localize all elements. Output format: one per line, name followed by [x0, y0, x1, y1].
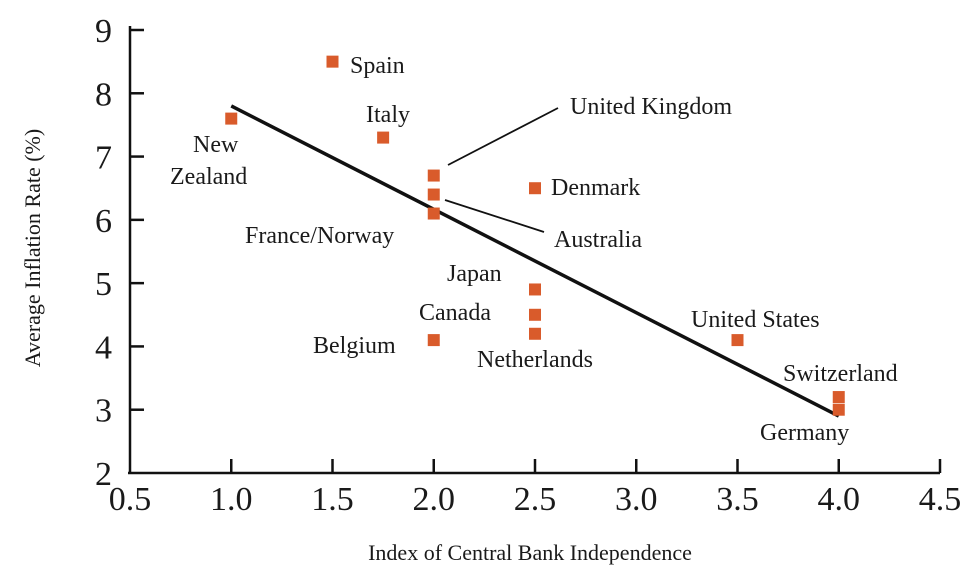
label-germany: Germany [760, 420, 849, 446]
label-netherlands: Netherlands [477, 347, 593, 373]
axis-ticks [130, 28, 942, 473]
x-tick-label: 1.0 [210, 481, 253, 518]
label-denmark: Denmark [551, 175, 640, 201]
x-tick-label: 4.0 [818, 481, 861, 518]
label-new-zealand-line2: Zealand [170, 164, 247, 190]
y-tick-label: 9 [95, 13, 112, 50]
data-point [427, 334, 440, 347]
data-point [377, 131, 390, 144]
data-point [427, 188, 440, 201]
country-labels: Spain Italy New Zealand United Kingdom D… [170, 53, 898, 446]
data-point [225, 112, 238, 125]
data-point [529, 327, 541, 340]
y-tick-label: 2 [95, 456, 112, 493]
y-tick-label: 6 [95, 203, 112, 240]
y-tick-label: 8 [95, 76, 112, 113]
label-spain: Spain [350, 53, 405, 79]
data-point [832, 391, 845, 404]
x-tick-label: 0.5 [109, 481, 152, 518]
x-tick-label: 1.5 [311, 481, 354, 518]
x-tick-label: 3.0 [615, 481, 658, 518]
y-tick-label: 3 [95, 393, 112, 430]
x-tick-label: 4.5 [919, 481, 962, 518]
label-australia: Australia [554, 227, 642, 253]
y-tick-label: 7 [95, 140, 112, 177]
data-point [326, 55, 339, 68]
data-point [529, 182, 541, 195]
tick-labels: 0.5 1.0 1.5 2.0 2.5 3.0 3.5 4.0 4.5 2 3 4 5 6 7 8 9 [95, 13, 961, 518]
y-tick-label: 4 [95, 329, 112, 366]
data-point [832, 403, 845, 416]
x-tick-label: 3.5 [716, 481, 759, 518]
data-point [529, 283, 541, 296]
data-point [427, 207, 440, 220]
label-switzerland: Switzerland [783, 361, 898, 387]
x-tick-label: 2.5 [514, 481, 557, 518]
data-point [731, 334, 744, 347]
leader-line-united-kingdom [447, 107, 559, 166]
x-tick-label: 2.0 [413, 481, 456, 518]
label-france-norway: France/Norway [245, 223, 394, 249]
data-point [427, 169, 440, 182]
data-point [529, 308, 541, 321]
y-tick-label: 5 [95, 266, 112, 303]
trend-line [230, 104, 840, 418]
label-italy: Italy [366, 102, 410, 128]
label-united-states: United States [691, 307, 820, 333]
label-japan: Japan [447, 261, 502, 287]
label-canada: Canada [419, 300, 491, 326]
label-belgium: Belgium [313, 333, 396, 359]
label-new-zealand-line1: New [193, 132, 239, 158]
data-points [225, 55, 845, 416]
y-axis-title: Average Inflation Rate (%) [20, 129, 45, 367]
label-united-kingdom: United Kingdom [570, 94, 732, 120]
x-axis-title: Index of Central Bank Independence [368, 540, 692, 565]
leader-line-australia [444, 199, 545, 233]
